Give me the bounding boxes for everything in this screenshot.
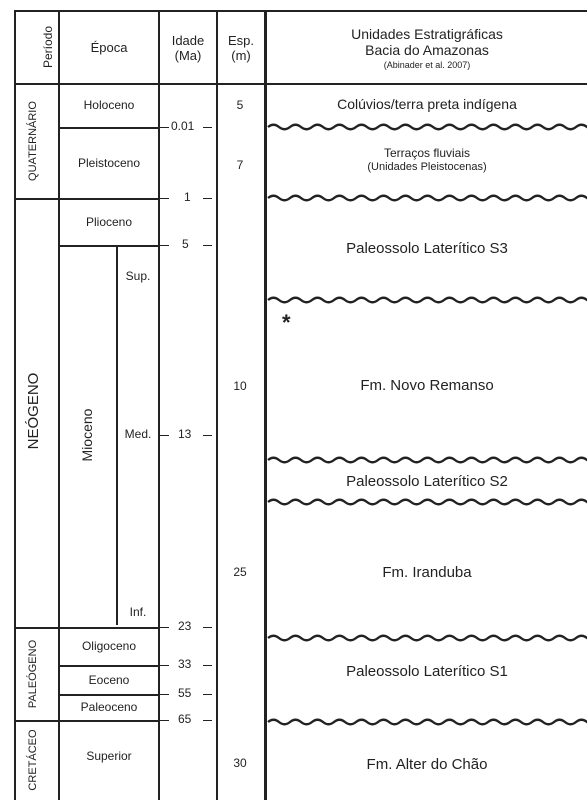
grid-line [14,83,587,85]
thickness-value: 30 [233,756,247,770]
grid-line [58,694,159,696]
grid-line [14,10,16,800]
thickness-value: 25 [233,565,247,579]
grid-line [216,10,218,800]
unit-iranduba: Fm. Iranduba [382,564,472,581]
unit-paleossolo-s1: Paleossolo Laterítico S1 [346,663,508,680]
age-header-unit: (Ma) [174,48,202,63]
thickness-value: 5 [236,98,244,112]
epoch-holoceno: Holoceno [83,98,135,113]
unit-terracos-title: Terraços fluviais [383,146,471,160]
age-label: 65 [178,712,192,726]
age-label: 0.01 [171,119,195,133]
age-tick [160,665,169,666]
epoch-plioceno: Plioceno [85,214,133,229]
unit-coluvios: Colúvios/terra preta indígena [337,96,517,112]
epoch-oligoceno: Oligoceno [81,639,137,654]
epoch-pleistoceno: Pleistoceno [77,155,141,170]
age-header-label: Idade [171,33,205,49]
age-tick [160,435,169,436]
age-tick [203,720,212,721]
thickness-header-label: Esp. [227,33,254,49]
epoch-header: Época [90,39,128,55]
unit-terracos-subtitle: (Unidades Pleistocenas) [367,161,487,173]
unconformity-wave [267,718,587,726]
units-header-reference: (Abinader et al. 2007) [383,59,471,70]
epoch-superior: Superior [86,749,132,764]
age-label: 1 [184,190,191,204]
age-tick [203,245,212,246]
epoch-eoceno: Eoceno [88,672,130,687]
unconformity-wave [267,296,587,304]
age-tick [203,127,212,128]
age-tick [160,198,169,199]
age-tick [160,720,169,721]
marker-asterisk: * [282,310,291,335]
grid-line [14,720,159,722]
age-tick [160,127,169,128]
age-label: 33 [178,657,192,671]
units-header: Unidades Estratigráficas Bacia do Amazon… [272,16,582,80]
age-tick [160,245,169,246]
age-label: 13 [178,427,192,441]
grid-line [14,198,159,200]
age-tick [203,694,212,695]
age-tick [203,627,212,628]
unit-alter-do-chao: Fm. Alter do Chão [366,756,488,773]
grid-line [58,245,159,247]
units-header-basin: Bacia do Amazonas [365,41,489,58]
subepoch-sup: Sup. [125,269,151,284]
unconformity-wave [267,498,587,506]
grid-line [158,10,160,800]
unit-paleossolo-s2: Paleossolo Laterítico S2 [346,473,508,490]
grid-line [58,10,60,800]
unconformity-wave [267,634,587,642]
subepoch-inf: Inf. [129,605,147,620]
grid-line [14,10,587,12]
thickness-value: 10 [233,379,247,393]
unit-terracos-fluviais: Terraços fluviais (Unidades Pleistocenas… [272,146,582,175]
grid-line [14,627,159,629]
unit-paleossolo-s3: Paleossolo Laterítico S3 [346,240,508,257]
thickness-header-unit: (m) [231,48,251,63]
age-tick [160,694,169,695]
age-tick [203,665,212,666]
age-label: 23 [178,619,192,633]
age-label: 55 [178,686,192,700]
age-tick [160,627,169,628]
units-header-title: Unidades Estratigráficas [351,25,503,42]
unconformity-wave [267,194,587,202]
thickness-value: 7 [236,158,244,172]
grid-line [264,10,267,800]
unconformity-wave [267,456,587,464]
age-tick [203,435,212,436]
grid-line [116,245,118,625]
thickness-header: Esp. (m) [218,22,264,76]
age-label: 5 [182,237,189,251]
grid-line [58,127,159,129]
subepoch-med: Med. [124,427,152,442]
unconformity-wave [267,123,587,131]
age-tick [203,198,212,199]
grid-line [58,665,159,667]
epoch-paleoceno: Paleoceno [80,700,138,715]
age-header: Idade (Ma) [160,22,216,76]
unit-novo-remanso: Fm. Novo Remanso [360,377,494,394]
